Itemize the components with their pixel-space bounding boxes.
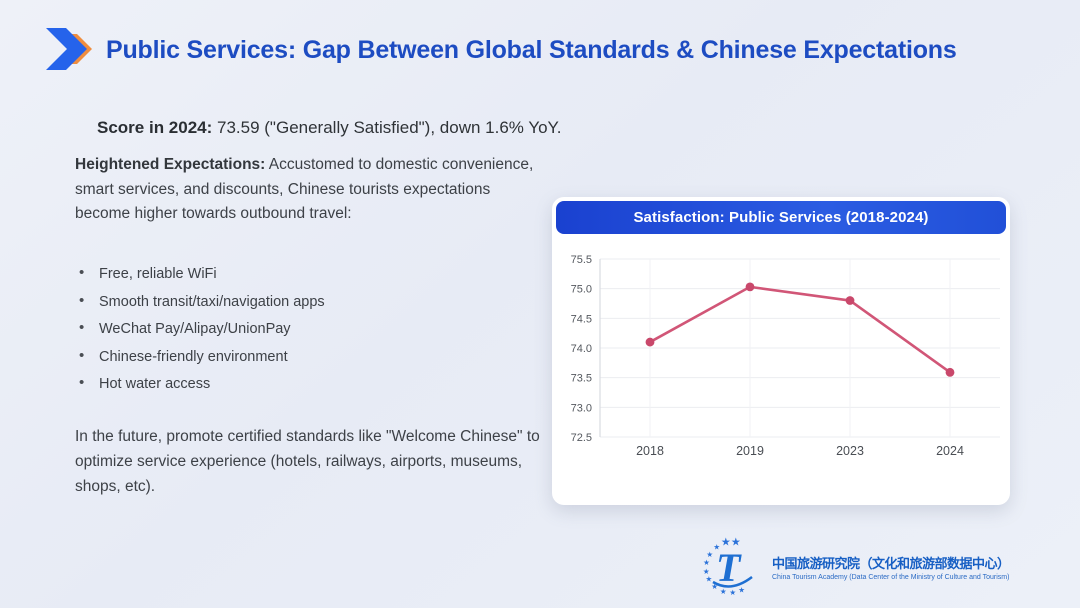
svg-text:★: ★ <box>706 575 713 584</box>
score-value: 73.59 ("Generally Satisfied"), down 1.6%… <box>212 118 562 137</box>
bullet-item: WeChat Pay/Alipay/UnionPay <box>75 320 505 337</box>
svg-text:T: T <box>716 545 742 590</box>
expectations-label: Heightened Expectations: <box>75 156 266 173</box>
bullet-item: Chinese-friendly environment <box>75 348 505 365</box>
chart-card: Satisfaction: Public Services (2018-2024… <box>552 197 1010 505</box>
slide-header: Public Services: Gap Between Global Stan… <box>44 28 1050 72</box>
svg-text:2024: 2024 <box>936 444 964 458</box>
cta-emblem-icon: ★ ★ ★ ★ ★ ★ ★ ★ ★ ★ ★ T <box>703 536 753 597</box>
svg-text:74.5: 74.5 <box>571 313 592 325</box>
bullet-item: Smooth transit/taxi/navigation apps <box>75 293 505 310</box>
chart-title-bar: Satisfaction: Public Services (2018-2024… <box>556 201 1006 234</box>
footer-logo: ★ ★ ★ ★ ★ ★ ★ ★ ★ ★ ★ T 中国旅游研究院（文化和旅游部数据… <box>702 536 1010 598</box>
bullet-list: Free, reliable WiFi Smooth transit/taxi/… <box>75 265 505 404</box>
svg-text:★: ★ <box>729 588 736 597</box>
svg-text:75.5: 75.5 <box>571 254 592 266</box>
svg-text:★: ★ <box>703 558 710 567</box>
svg-text:73.0: 73.0 <box>571 402 592 414</box>
org-text: 中国旅游研究院（文化和旅游部数据中心） China Tourism Academ… <box>772 553 1010 581</box>
svg-text:74.0: 74.0 <box>571 343 592 355</box>
bullet-item: Free, reliable WiFi <box>75 265 505 282</box>
svg-text:★: ★ <box>721 536 731 549</box>
score-label: Score in 2024: <box>97 118 213 137</box>
page-title: Public Services: Gap Between Global Stan… <box>106 35 957 64</box>
expectations-text: Accustomed to domestic convenience, smar… <box>75 156 534 222</box>
future-paragraph: In the future, promote certified standar… <box>75 428 540 495</box>
svg-text:2018: 2018 <box>636 444 664 458</box>
bullet-item: Hot water access <box>75 375 505 392</box>
double-chevron-icon <box>46 28 92 70</box>
svg-text:75.0: 75.0 <box>571 284 592 296</box>
svg-text:★: ★ <box>713 543 720 552</box>
score-line: Score in 2024: 73.59 ("Generally Satisfi… <box>97 118 561 138</box>
expectations-paragraph: Heightened Expectations: Accustomed to d… <box>75 153 535 227</box>
svg-text:★: ★ <box>703 567 710 576</box>
svg-text:★: ★ <box>720 587 727 596</box>
svg-text:★: ★ <box>706 550 713 559</box>
svg-text:2023: 2023 <box>836 444 864 458</box>
org-name-cn: 中国旅游研究院（文化和旅游部数据中心） <box>772 556 1010 571</box>
chart-title: Satisfaction: Public Services (2018-2024… <box>633 209 929 226</box>
satisfaction-line-chart: 75.5 75.0 74.5 74.0 73.5 73.0 72.5 2018 2019 2023… <box>571 254 1000 458</box>
svg-text:★: ★ <box>711 582 718 591</box>
svg-text:★: ★ <box>738 586 745 595</box>
svg-text:73.5: 73.5 <box>571 373 592 385</box>
org-name-en: China Tourism Academy (Data Center of th… <box>772 574 1010 581</box>
svg-text:72.5: 72.5 <box>571 432 592 444</box>
svg-text:★: ★ <box>731 536 741 549</box>
svg-text:2019: 2019 <box>736 444 764 458</box>
